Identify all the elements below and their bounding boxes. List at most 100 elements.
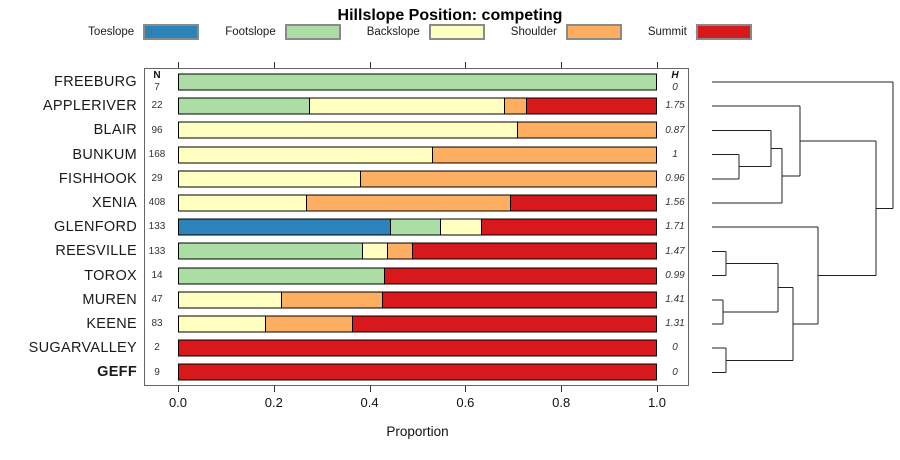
shannon-h-cell: 1.41 [656,288,694,312]
bar-segment-shoulder [516,122,656,138]
bar-segment-shoulder [359,171,656,187]
series-name-label: GEFF [97,364,137,381]
chart-row-geff: GEFF 9 0 [0,360,700,384]
pedon-count: 133 [148,245,166,257]
x-axis-tick-top [369,62,371,68]
legend-item-shoulder: Shoulder [511,24,622,40]
pedon-count: 96 [151,124,163,136]
bar-segment-toeslope [179,219,391,235]
shannon-h-cell: 0 [656,336,694,360]
bar-segment-footslope [179,268,384,284]
series-name-label: TOROX [84,267,137,284]
pedon-count: 168 [148,148,166,160]
shannon-h-value: 1 [672,148,678,160]
series-name-label: BLAIR [93,122,137,139]
shannon-h-value: 0 [672,342,678,354]
shannon-h-cell: 0.87 [656,118,694,142]
x-axis-tick-label: 0.2 [264,395,283,410]
x-axis-tick-top [465,62,467,68]
chart-row-reesville: REESVILLE 133 1.47 [0,239,700,263]
series-name-label: BUNKUM [72,146,137,163]
legend-item-footslope: Footslope [225,24,341,40]
x-axis-tick-label: 0.8 [552,395,571,410]
chart-row-glenford: GLENFORD 133 1.71 [0,215,700,239]
legend-label: Shoulder [510,26,557,38]
bar-segment-summit [382,292,656,308]
series-name-label: REESVILLE [55,243,137,260]
legend-swatch-backslope [428,24,485,40]
pedon-count-cell: 22 [142,94,172,118]
bar-segment-summit [383,268,656,284]
legend-swatch-toeslope [143,24,200,40]
x-axis-tick-top [178,62,179,68]
chart-row-appleriver: APPLERIVER 22 1.75 [0,94,700,118]
shannon-h-value: 0 [672,81,678,93]
shannon-h-value: 1.75 [665,100,685,112]
shannon-h-cell: 0.99 [656,264,694,288]
series-name-label: XENIA [91,194,137,211]
shannon-h-value: 1.31 [665,318,685,330]
bar-segment-footslope [390,219,441,235]
shannon-h-value: 1.41 [665,294,685,306]
bar-segment-shoulder [386,243,412,259]
bar-segment-backslope [361,243,387,259]
pedon-count: 83 [151,318,163,330]
pedon-count-cell: 14 [142,264,172,288]
series-name-label: SUGARVALLEY [28,340,137,357]
chart-row-xenia: XENIA 408 1.56 [0,191,700,215]
chart-row-fishhook: FISHHOOK 29 0.96 [0,167,700,191]
series-name-label: GLENFORD [54,219,137,236]
stacked-bar [178,97,657,115]
bar-segment-shoulder [265,316,352,332]
shannon-h-cell: 1 [656,143,694,167]
pedon-count-cell: 2 [142,336,172,360]
bar-segment-summit [351,316,656,332]
stacked-bar [178,315,657,333]
chart-row-blair: BLAIR 96 0.87 [0,118,700,142]
shannon-h-value: 1.56 [665,197,685,209]
plot-panel-border [144,68,689,386]
legend-item-toeslope: Toeslope [88,24,200,40]
pedon-count-cell: 133 [142,239,172,263]
x-axis-tick-bottom [657,386,658,392]
h-column-header: H [671,70,679,82]
bar-segment-summit [480,219,656,235]
x-axis-tick-top [273,62,275,68]
bar-segment-backslope [179,171,360,187]
chart-row-muren: MUREN 47 1.41 [0,288,700,312]
x-axis-tick-bottom [273,386,275,392]
x-axis-tick-bottom [178,386,179,392]
bar-segment-footslope [179,243,362,259]
stacked-bar [178,242,657,260]
legend-label: Toeslope [88,26,135,38]
shannon-h-value: 0.96 [665,173,685,185]
pedon-count-cell: 96 [142,118,172,142]
legend-item-summit: Summit [648,24,752,40]
bar-segment-backslope [179,122,517,138]
shannon-h-value: 0 [672,366,678,378]
chart-title: Hillslope Position: competing [337,7,563,24]
legend-item-backslope: Backslope [367,24,485,40]
shannon-h-cell: 1.71 [656,215,694,239]
x-axis-tick-bottom [465,386,467,392]
stacked-bar [178,121,657,139]
stacked-bar [178,363,657,381]
bar-segment-summit [179,340,656,356]
stacked-bar [178,267,657,285]
pedon-count: 22 [151,100,163,112]
pedon-count-cell: 47 [142,288,172,312]
shannon-h-cell: 1.47 [656,239,694,263]
x-axis-tick-label: 0.4 [360,395,379,410]
pedon-count-cell: 29 [142,167,172,191]
bar-segment-backslope [179,316,266,332]
shannon-h-cell: 0 [656,360,694,384]
bar-segment-shoulder [280,292,383,308]
chart-row-sugarvalley: SUGARVALLEY 2 0 [0,336,700,360]
stacked-bar [178,291,657,309]
bar-segment-summit [525,98,656,114]
series-name-label: MUREN [82,291,137,308]
